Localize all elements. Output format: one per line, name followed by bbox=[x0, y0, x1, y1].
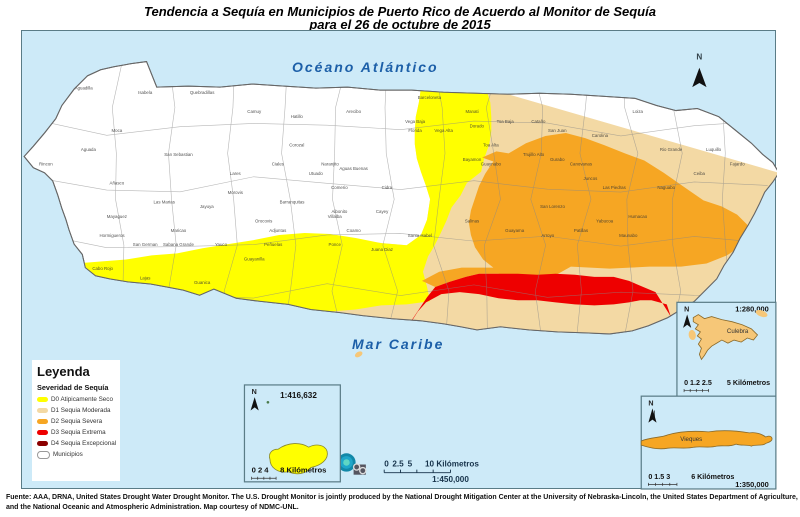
svg-text:Camuy: Camuy bbox=[247, 109, 262, 114]
svg-text:Arroyo: Arroyo bbox=[541, 233, 554, 238]
svg-text:Añasco: Añasco bbox=[110, 181, 125, 186]
svg-text:Ciales: Ciales bbox=[272, 162, 285, 167]
svg-text:Maricao: Maricao bbox=[171, 228, 187, 233]
svg-text:Rio Grande: Rio Grande bbox=[660, 147, 683, 152]
svg-text:Villalba: Villalba bbox=[328, 214, 343, 219]
svg-text:N: N bbox=[696, 53, 702, 62]
svg-text:Arecibo: Arecibo bbox=[346, 109, 361, 114]
svg-text:5: 5 bbox=[408, 460, 413, 469]
svg-text:Guanica: Guanica bbox=[194, 280, 211, 285]
svg-text:Carolina: Carolina bbox=[592, 133, 609, 138]
svg-text:Vega Alta: Vega Alta bbox=[434, 128, 453, 133]
svg-text:Aguada: Aguada bbox=[81, 147, 97, 152]
svg-text:1:350,000: 1:350,000 bbox=[735, 480, 769, 489]
svg-text:San Lorenzo: San Lorenzo bbox=[540, 204, 565, 209]
svg-text:10 Kilómetros: 10 Kilómetros bbox=[425, 460, 479, 469]
svg-text:Salinas: Salinas bbox=[465, 218, 480, 223]
svg-text:Canovanas: Canovanas bbox=[570, 162, 593, 167]
svg-text:Barranquitas: Barranquitas bbox=[280, 199, 306, 204]
svg-text:Rincon: Rincon bbox=[39, 162, 53, 167]
svg-text:Culebra: Culebra bbox=[727, 328, 749, 335]
svg-text:5 Kilómetros: 5 Kilómetros bbox=[727, 379, 770, 387]
svg-text:Maunabo: Maunabo bbox=[619, 233, 638, 238]
svg-text:Trujillo Alto: Trujillo Alto bbox=[523, 152, 545, 157]
svg-text:Cayey: Cayey bbox=[376, 209, 389, 214]
svg-text:8 Kilómetros: 8 Kilómetros bbox=[280, 466, 326, 475]
svg-text:Las Piedras: Las Piedras bbox=[603, 185, 627, 190]
svg-text:Peñuelas: Peñuelas bbox=[264, 242, 283, 247]
svg-text:2.5: 2.5 bbox=[392, 460, 404, 469]
svg-text:Adjuntas: Adjuntas bbox=[269, 228, 287, 233]
svg-text:Humacao: Humacao bbox=[628, 214, 647, 219]
svg-text:Coamo: Coamo bbox=[347, 228, 362, 233]
svg-text:Juncos: Juncos bbox=[584, 176, 599, 181]
svg-text:Vega Baja: Vega Baja bbox=[405, 119, 426, 124]
svg-text:Lares: Lares bbox=[230, 171, 242, 176]
svg-text:Cabo Rojo: Cabo Rojo bbox=[92, 266, 113, 271]
svg-text:Yabucoa: Yabucoa bbox=[596, 218, 614, 223]
svg-text:Toa Alta: Toa Alta bbox=[483, 142, 499, 147]
svg-text:Bayamon: Bayamon bbox=[463, 157, 482, 162]
svg-text:N: N bbox=[252, 388, 257, 396]
svg-text:Barceloneta: Barceloneta bbox=[418, 95, 442, 100]
svg-text:Isabela: Isabela bbox=[138, 90, 153, 95]
svg-text:6 Kilómetros: 6 Kilómetros bbox=[691, 473, 734, 481]
svg-text:Toa Baja: Toa Baja bbox=[497, 119, 515, 124]
svg-text:Corozal: Corozal bbox=[289, 142, 304, 147]
svg-text:Lajas: Lajas bbox=[140, 275, 151, 280]
svg-text:Loiza: Loiza bbox=[633, 109, 644, 114]
svg-text:0 2 4: 0 2 4 bbox=[252, 466, 270, 475]
svg-text:Juana Diaz: Juana Diaz bbox=[371, 247, 393, 252]
svg-text:Manati: Manati bbox=[465, 109, 478, 114]
svg-text:0: 0 bbox=[384, 460, 389, 469]
svg-text:Jayuya: Jayuya bbox=[200, 204, 214, 209]
svg-text:Ceiba: Ceiba bbox=[694, 171, 706, 176]
svg-text:1:450,000: 1:450,000 bbox=[432, 475, 469, 484]
svg-text:Vieques: Vieques bbox=[680, 436, 702, 443]
svg-text:Sabana Grande: Sabana Grande bbox=[163, 242, 194, 247]
svg-text:Comerio: Comerio bbox=[331, 185, 348, 190]
svg-text:Guayanilla: Guayanilla bbox=[244, 257, 265, 262]
svg-text:San Sebastian: San Sebastian bbox=[164, 152, 193, 157]
svg-text:Cataño: Cataño bbox=[531, 119, 546, 124]
svg-text:1:416,632: 1:416,632 bbox=[280, 391, 317, 400]
svg-text:Gurabo: Gurabo bbox=[550, 157, 565, 162]
svg-text:Moca: Moca bbox=[112, 128, 123, 133]
svg-text:0 1.5 3: 0 1.5 3 bbox=[648, 473, 670, 481]
svg-text:San German: San German bbox=[133, 242, 158, 247]
svg-text:Patillas: Patillas bbox=[574, 228, 589, 233]
svg-text:San Juan: San Juan bbox=[548, 128, 567, 133]
svg-text:Santa Isabel: Santa Isabel bbox=[408, 233, 432, 238]
svg-text:Morovis: Morovis bbox=[228, 190, 244, 195]
svg-text:Luquillo: Luquillo bbox=[706, 147, 722, 152]
svg-text:Yauco: Yauco bbox=[215, 242, 228, 247]
svg-text:Hormigueros: Hormigueros bbox=[100, 233, 126, 238]
svg-text:Mayaguez: Mayaguez bbox=[107, 214, 127, 219]
svg-text:Utuado: Utuado bbox=[309, 171, 324, 176]
svg-text:Naguabo: Naguabo bbox=[657, 185, 675, 190]
svg-text:N: N bbox=[648, 399, 653, 407]
svg-text:Fajardo: Fajardo bbox=[730, 162, 745, 167]
svg-text:Orocovis: Orocovis bbox=[255, 218, 273, 223]
svg-text:Cidra: Cidra bbox=[382, 185, 393, 190]
svg-text:N: N bbox=[684, 306, 689, 314]
svg-text:Ponce: Ponce bbox=[329, 242, 342, 247]
svg-text:Guaynabo: Guaynabo bbox=[481, 162, 502, 167]
svg-text:Dorado: Dorado bbox=[470, 123, 485, 128]
svg-text:Naranjito: Naranjito bbox=[321, 162, 339, 167]
svg-text:Quebradillas: Quebradillas bbox=[190, 90, 215, 95]
svg-text:Aguas Buenas: Aguas Buenas bbox=[339, 166, 368, 171]
svg-text:Hatillo: Hatillo bbox=[291, 114, 304, 119]
svg-text:Las Marias: Las Marias bbox=[153, 199, 175, 204]
svg-text:Florida: Florida bbox=[408, 128, 422, 133]
svg-text:Guayama: Guayama bbox=[505, 228, 525, 233]
svg-text:0 1.2 2.5: 0 1.2 2.5 bbox=[684, 379, 712, 387]
